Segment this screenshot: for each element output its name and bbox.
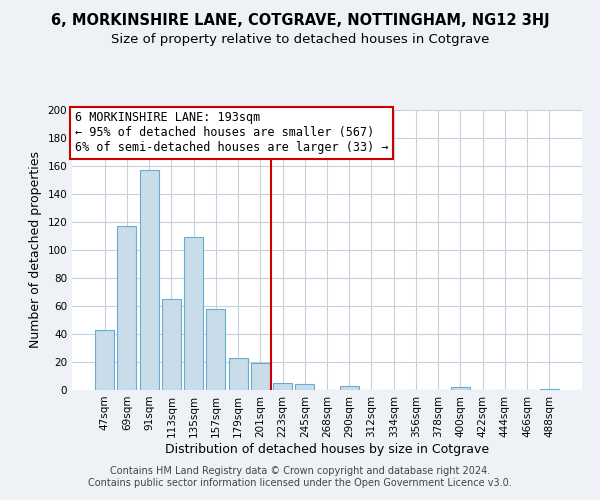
Bar [340, 386, 359, 390]
Text: 6, MORKINSHIRE LANE, COTGRAVE, NOTTINGHAM, NG12 3HJ: 6, MORKINSHIRE LANE, COTGRAVE, NOTTINGHA… [50, 12, 550, 28]
Bar [118, 226, 136, 390]
Y-axis label: Number of detached properties: Number of detached properties [29, 152, 42, 348]
X-axis label: Distribution of detached houses by size in Cotgrave: Distribution of detached houses by size … [165, 442, 489, 456]
Bar [229, 358, 248, 390]
Bar [251, 364, 270, 390]
Bar [140, 170, 158, 390]
Bar [184, 238, 203, 390]
Bar [295, 384, 314, 390]
Text: Contains HM Land Registry data © Crown copyright and database right 2024.
Contai: Contains HM Land Registry data © Crown c… [88, 466, 512, 487]
Bar [95, 330, 114, 390]
Bar [162, 299, 181, 390]
Bar [451, 387, 470, 390]
Text: 6 MORKINSHIRE LANE: 193sqm
← 95% of detached houses are smaller (567)
6% of semi: 6 MORKINSHIRE LANE: 193sqm ← 95% of deta… [74, 112, 388, 154]
Text: Size of property relative to detached houses in Cotgrave: Size of property relative to detached ho… [111, 32, 489, 46]
Bar [206, 309, 225, 390]
Bar [540, 388, 559, 390]
Bar [273, 383, 292, 390]
